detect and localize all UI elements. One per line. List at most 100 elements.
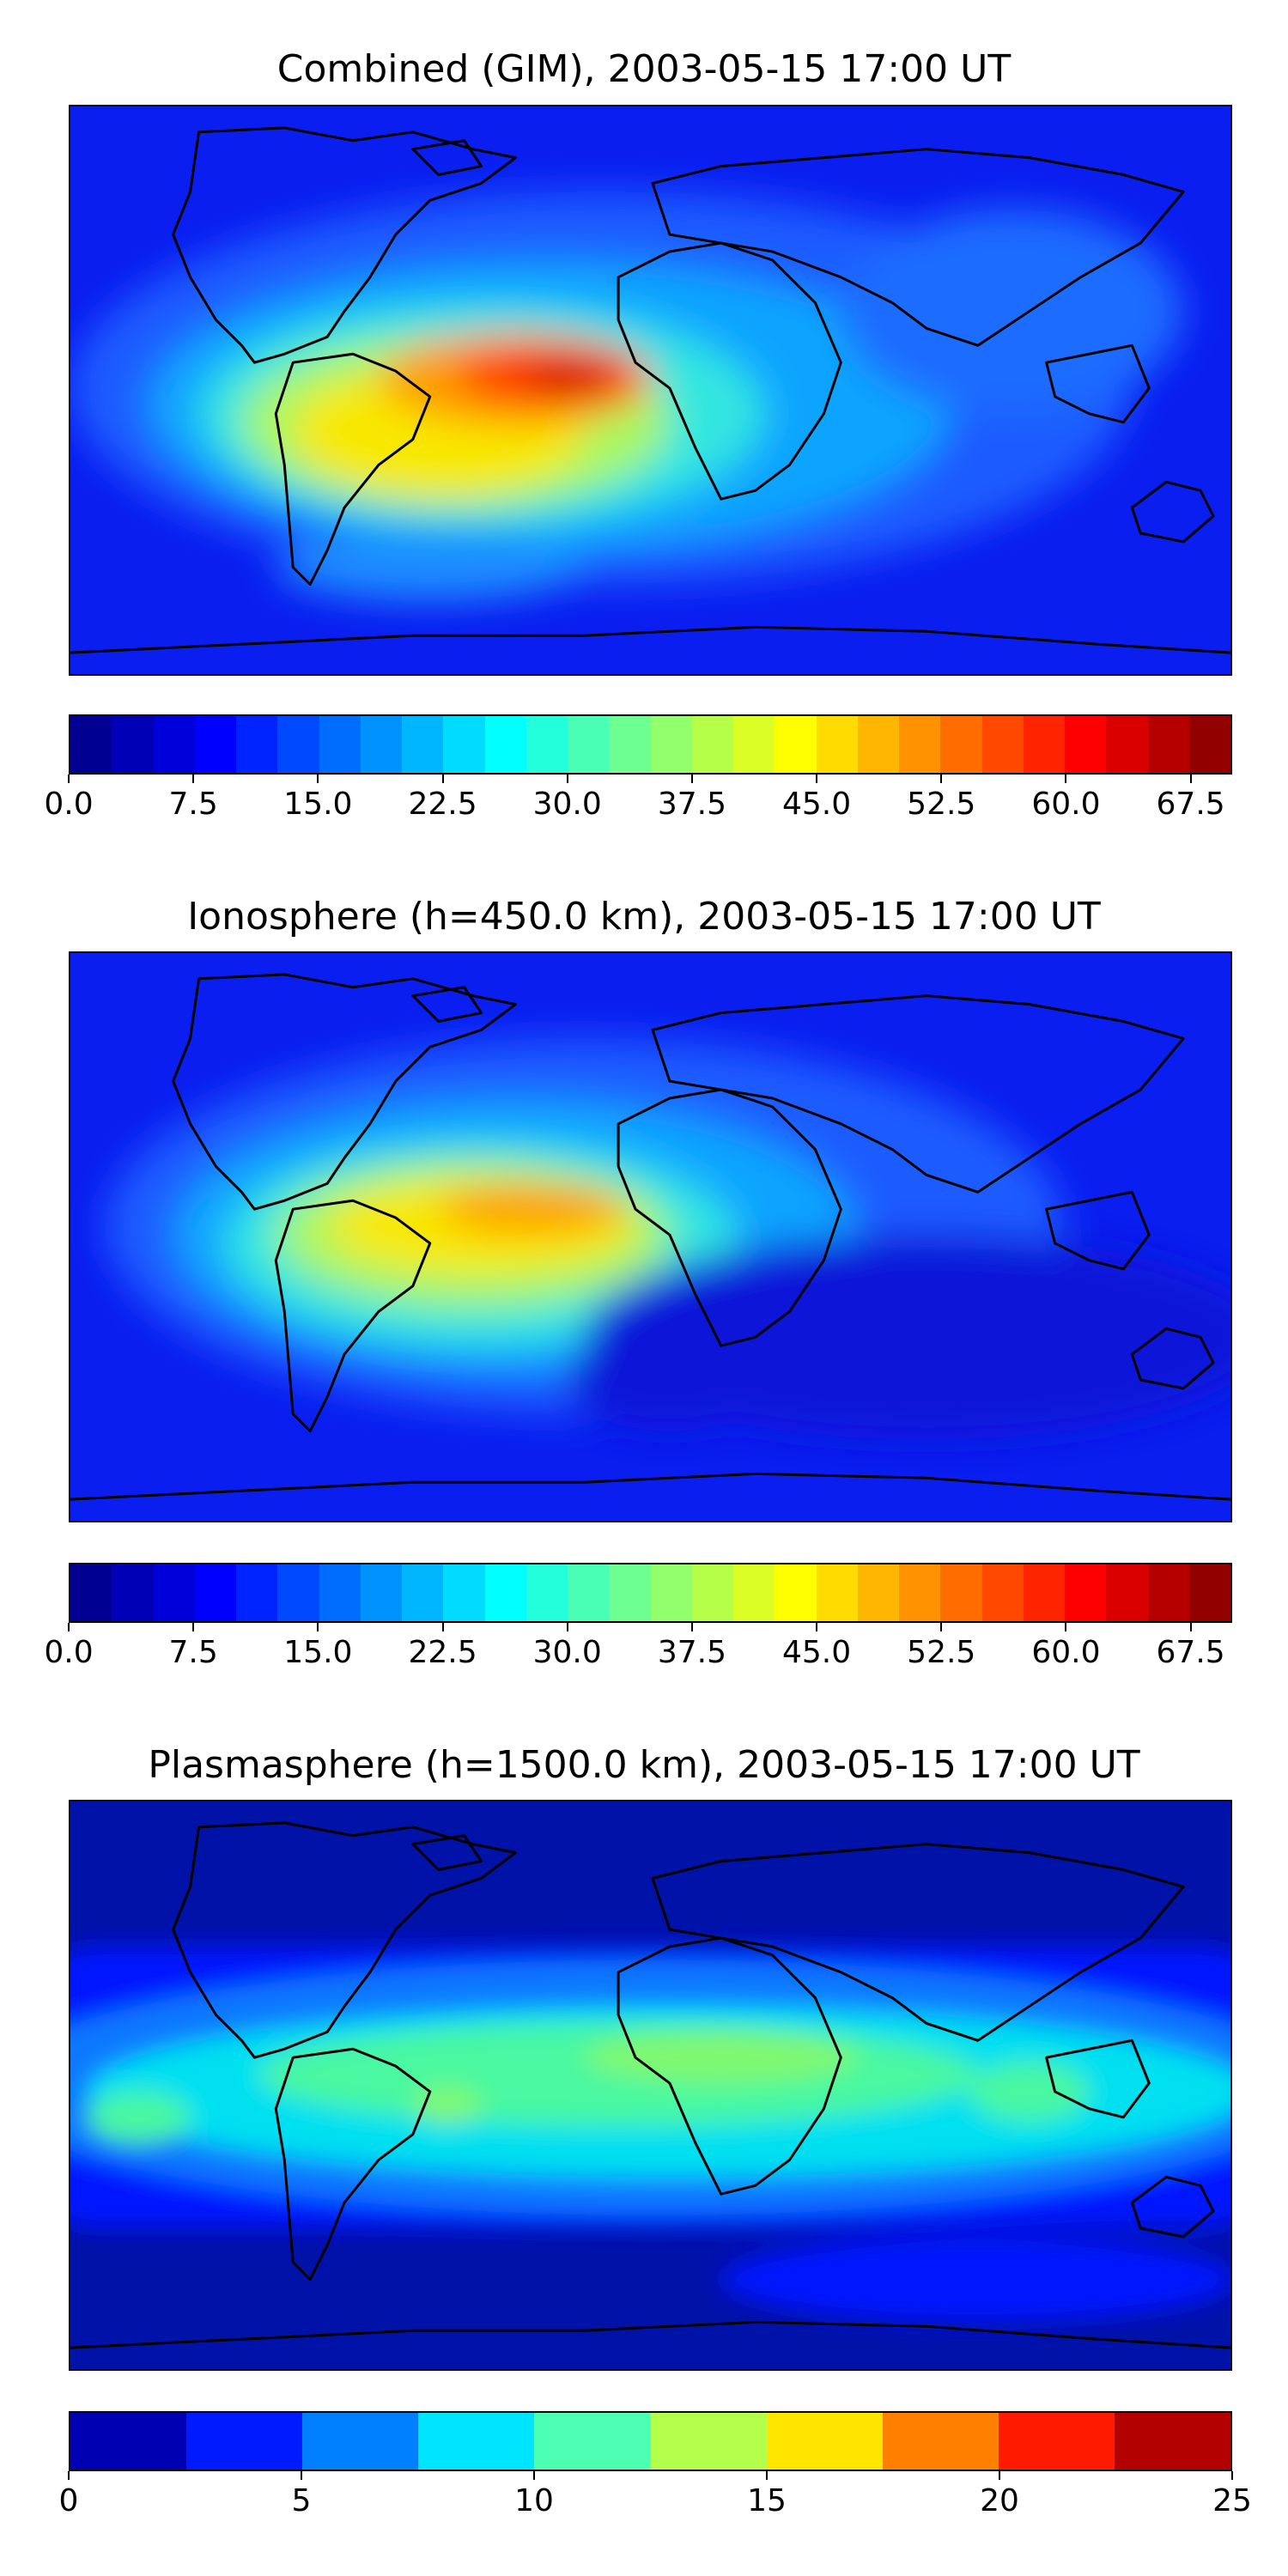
tick-mark: [566, 775, 568, 783]
colorbar-ticks-combined: 0.0 7.5 15.0 22.5 30.0 37.5 45.0 52.5 60.0 67.5: [44, 775, 1232, 826]
colorbar-level: [418, 2413, 535, 2470]
tick-mark: [533, 2471, 535, 2480]
colorbar-level: [484, 716, 526, 773]
tick-label: 60.0: [1031, 787, 1101, 822]
colorbar-level: [402, 1564, 444, 1621]
tick-mark: [690, 775, 693, 783]
colorbar-level: [998, 2413, 1115, 2470]
tick-mark: [766, 2471, 768, 2480]
tick-label: 20: [980, 2483, 1019, 2518]
colorbar-level: [70, 716, 112, 773]
colorbar-level: [899, 716, 941, 773]
colorbar-combined: [69, 714, 1232, 775]
colorbar-level: [650, 716, 692, 773]
colorbar-level: [981, 1564, 1024, 1621]
tick-mark: [690, 1623, 693, 1631]
tick-label: 25: [1212, 2483, 1252, 2518]
colorbar-level: [526, 716, 568, 773]
colorbar-level: [194, 1564, 236, 1621]
tick-mark: [816, 775, 818, 783]
tick-label: 30.0: [532, 1635, 602, 1670]
tick-label: 67.5: [1156, 787, 1225, 822]
panel-title-ionosphere: Ionosphere (h=450.0 km), 2003-05-15 17:0…: [187, 895, 1101, 939]
tick-mark: [68, 2471, 70, 2480]
coastlines-combined: [70, 126, 1230, 654]
colorbar-level: [153, 1564, 195, 1621]
tick-mark: [441, 775, 444, 783]
tick-mark: [68, 775, 70, 783]
panel-title-combined: Combined (GIM), 2003-05-15 17:00 UT: [276, 47, 1012, 91]
tick-mark: [192, 775, 195, 783]
colorbar-ionosphere: [69, 1563, 1232, 1623]
colorbar-level: [70, 1564, 112, 1621]
tick-label: 52.5: [907, 787, 976, 822]
colorbar-level: [1147, 716, 1189, 773]
tick-mark: [68, 1623, 70, 1631]
tick-label: 7.5: [168, 787, 218, 822]
colorbar-level: [899, 1564, 941, 1621]
colorbar-level: [568, 716, 610, 773]
tick-label: 52.5: [907, 1635, 976, 1670]
tick-label: 15.0: [283, 787, 353, 822]
map-plasmasphere-svg: [70, 1801, 1230, 2369]
tick-label: 15.0: [283, 1635, 353, 1670]
colorbar-level: [733, 1564, 775, 1621]
colorbar-level: [733, 716, 775, 773]
tick-mark: [192, 1623, 195, 1631]
tick-label: 30.0: [532, 787, 602, 822]
colorbar-level: [277, 716, 319, 773]
colorbar-level: [1065, 716, 1107, 773]
tick-mark: [317, 1623, 319, 1631]
colorbar-level: [609, 716, 651, 773]
colorbar-level: [691, 716, 733, 773]
tick-label: 0.0: [44, 1635, 94, 1670]
colorbar-level: [186, 2413, 303, 2470]
colorbar-level: [1023, 1564, 1065, 1621]
tick-mark: [1189, 775, 1192, 783]
tick-label: 37.5: [657, 787, 726, 822]
colorbar-level: [1114, 2413, 1230, 2470]
tick-label: 7.5: [168, 1635, 218, 1670]
colorbar-level: [70, 2413, 187, 2470]
colorbar-level: [1147, 1564, 1189, 1621]
colorbar-ticks-plasmasphere: 0 5 10 15 20 25: [59, 2471, 1252, 2523]
colorbar-level: [775, 1564, 817, 1621]
tick-label: 60.0: [1031, 1635, 1101, 1670]
colorbar-level: [766, 2413, 883, 2470]
tick-mark: [441, 1623, 444, 1631]
colorbar-level: [194, 716, 236, 773]
tick-mark: [301, 2471, 302, 2480]
colorbar-level: [443, 716, 485, 773]
colorbar-level: [360, 716, 402, 773]
tick-label: 22.5: [408, 787, 477, 822]
colorbar-level: [1188, 716, 1230, 773]
colorbar-level: [691, 1564, 733, 1621]
map-combined-svg: [70, 106, 1230, 674]
colorbar-level: [650, 2413, 767, 2470]
colorbar-level: [816, 1564, 858, 1621]
tick-mark: [1231, 2471, 1233, 2480]
field-combined: [70, 191, 1184, 602]
tick-mark: [940, 775, 943, 783]
colorbar-level: [112, 716, 154, 773]
colorbar-level: [775, 716, 817, 773]
tick-mark: [1065, 775, 1067, 783]
colorbar-level: [302, 2413, 419, 2470]
colorbar-level: [319, 1564, 361, 1621]
tick-label: 5: [291, 2483, 312, 2518]
colorbar-level: [816, 716, 858, 773]
colorbar-level: [882, 2413, 999, 2470]
colorbar-level: [568, 1564, 610, 1621]
tick-mark: [816, 1623, 818, 1631]
colorbar-level: [443, 1564, 485, 1621]
tick-label: 67.5: [1156, 1635, 1225, 1670]
colorbar-level: [1065, 1564, 1107, 1621]
map-plasmasphere: [69, 1800, 1232, 2371]
map-combined: [69, 105, 1232, 676]
colorbar-level: [940, 716, 982, 773]
colorbar-level: [112, 1564, 154, 1621]
colorbar-level: [236, 716, 278, 773]
tick-label: 45.0: [781, 1635, 852, 1670]
colorbar-level: [857, 1564, 899, 1621]
tick-mark: [940, 1623, 943, 1631]
